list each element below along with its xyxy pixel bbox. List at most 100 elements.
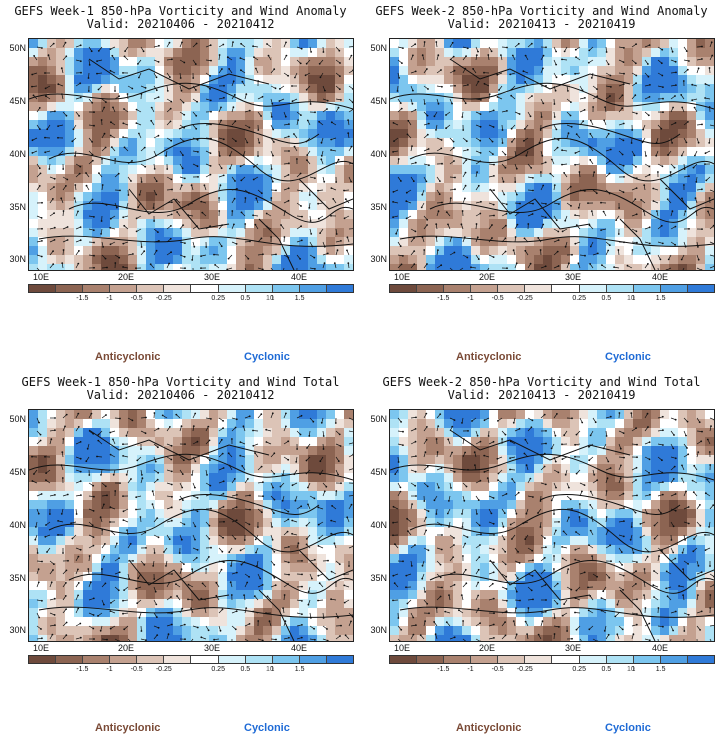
- lon-label: 10E: [33, 272, 50, 282]
- colorbar-tick-label: -1: [106, 666, 113, 673]
- colorbar-tick-label: -1.5: [76, 295, 89, 302]
- panel-title: GEFS Week-1 850-hPa Vorticity and Wind A…: [14, 4, 347, 18]
- anticyclonic-label: Anticyclonic: [95, 722, 161, 734]
- colorbar-swatch: [299, 656, 327, 663]
- colorbar-swatch: [390, 656, 418, 663]
- colorbar-swatch: [326, 656, 353, 663]
- colorbar-tick-label: -1.5: [437, 666, 450, 673]
- panel-valid-dates: Valid: 20210406 - 20210412: [86, 17, 275, 31]
- lat-label: 40N: [9, 149, 26, 159]
- lon-label: 30E: [565, 643, 582, 653]
- vorticity-map: [28, 409, 354, 642]
- colorbar-tick-label: -1.5: [437, 295, 450, 302]
- colorbar-swatch: [272, 656, 300, 663]
- colorbar-swatch: [444, 285, 472, 292]
- colorbar-swatch: [191, 656, 219, 663]
- colorbar-swatch: [390, 285, 418, 292]
- anticyclonic-label: Anticyclonic: [456, 722, 522, 734]
- vorticity-map: [28, 38, 354, 271]
- lat-label: 40N: [9, 520, 26, 530]
- lat-label: 35N: [9, 202, 26, 212]
- lon-label: 30E: [565, 272, 582, 282]
- panel-valid-dates: Valid: 20210413 - 20210419: [447, 388, 636, 402]
- colorbar: [389, 655, 715, 664]
- colorbar-tick-label: 1: [631, 666, 636, 673]
- lat-label: 50N: [9, 414, 26, 424]
- lat-label: 35N: [9, 573, 26, 583]
- lon-label: 10E: [33, 643, 50, 653]
- colorbar-swatch: [633, 656, 661, 663]
- colorbar-swatch: [83, 656, 111, 663]
- colorbar-swatch: [579, 656, 607, 663]
- colorbar-swatch: [245, 656, 273, 663]
- cyclonic-label: Cyclonic: [605, 351, 651, 363]
- map-panel: GEFS Week-2 850-hPa Vorticity and Wind A…: [361, 0, 722, 371]
- colorbar-swatch: [110, 656, 138, 663]
- lat-label: 45N: [9, 96, 26, 106]
- lat-label: 30N: [370, 254, 387, 264]
- colorbar-scale-note: 10: [266, 666, 274, 673]
- colorbar-tick-label: 0.5: [601, 666, 612, 673]
- colorbar-tick-label: 0.25: [572, 666, 586, 673]
- colorbar-tick-label: -0.5: [491, 666, 504, 673]
- lat-label: 30N: [9, 254, 26, 264]
- colorbar-swatch: [471, 656, 499, 663]
- colorbar-swatch: [606, 656, 634, 663]
- colorbar-tick-label: 1.5: [655, 666, 666, 673]
- colorbar-tick-label: -1.5: [76, 666, 89, 673]
- panel-valid-dates: Valid: 20210406 - 20210412: [86, 388, 275, 402]
- lon-label: 20E: [118, 643, 135, 653]
- lat-label: 50N: [9, 43, 26, 53]
- colorbar-tick-label: 0.25: [572, 295, 586, 302]
- colorbar-tick-label: -0.5: [130, 666, 143, 673]
- vorticity-map: [389, 38, 715, 271]
- lat-label: 50N: [370, 414, 387, 424]
- colorbar-swatch: [218, 285, 246, 292]
- panel-title: GEFS Week-2 850-hPa Vorticity and Wind T…: [382, 375, 701, 389]
- colorbar-tick-label: 1.5: [655, 295, 666, 302]
- colorbar-scale-note: 10: [627, 666, 635, 673]
- colorbar-swatch: [29, 656, 57, 663]
- colorbar-tick-label: 1: [270, 295, 275, 302]
- colorbar: [28, 655, 354, 664]
- colorbar-swatch: [552, 656, 580, 663]
- colorbar-tick-label: 1: [270, 666, 275, 673]
- lon-label: 20E: [479, 272, 496, 282]
- colorbar-swatch: [660, 285, 688, 292]
- colorbar-tick-label: 1: [631, 295, 636, 302]
- colorbar-swatch: [525, 656, 553, 663]
- colorbar-tick-label: -0.25: [516, 295, 533, 302]
- anticyclonic-label: Anticyclonic: [456, 351, 522, 363]
- colorbar-tick-label: -0.25: [516, 666, 533, 673]
- colorbar-swatch: [633, 285, 661, 292]
- colorbar-swatch: [137, 285, 165, 292]
- lat-label: 45N: [370, 96, 387, 106]
- lon-label: 40E: [652, 643, 669, 653]
- colorbar-swatch: [56, 656, 84, 663]
- colorbar: [28, 284, 354, 293]
- colorbar-swatch: [164, 656, 192, 663]
- lat-label: 30N: [370, 625, 387, 635]
- cyclonic-label: Cyclonic: [244, 722, 290, 734]
- lat-label: 40N: [370, 520, 387, 530]
- map-panel: GEFS Week-2 850-hPa Vorticity and Wind T…: [361, 371, 722, 742]
- colorbar-swatch: [471, 285, 499, 292]
- colorbar-swatch: [552, 285, 580, 292]
- colorbar-tick-label: -0.25: [155, 295, 172, 302]
- lat-label: 45N: [370, 467, 387, 477]
- colorbar-swatch: [83, 285, 111, 292]
- panel-valid-dates: Valid: 20210413 - 20210419: [447, 17, 636, 31]
- lon-label: 40E: [291, 643, 308, 653]
- colorbar-tick-label: 1.5: [294, 295, 305, 302]
- map-panel: GEFS Week-1 850-hPa Vorticity and Wind T…: [0, 371, 361, 742]
- colorbar-swatch: [687, 656, 714, 663]
- anticyclonic-label: Anticyclonic: [95, 351, 161, 363]
- colorbar-tick-label: -0.25: [155, 666, 172, 673]
- cyclonic-label: Cyclonic: [605, 722, 651, 734]
- colorbar-tick-label: -0.5: [130, 295, 143, 302]
- lon-label: 40E: [652, 272, 669, 282]
- lat-label: 30N: [9, 625, 26, 635]
- colorbar-tick-label: 0.5: [240, 295, 251, 302]
- panel-title: GEFS Week-1 850-hPa Vorticity and Wind T…: [21, 375, 340, 389]
- colorbar-swatch: [417, 656, 445, 663]
